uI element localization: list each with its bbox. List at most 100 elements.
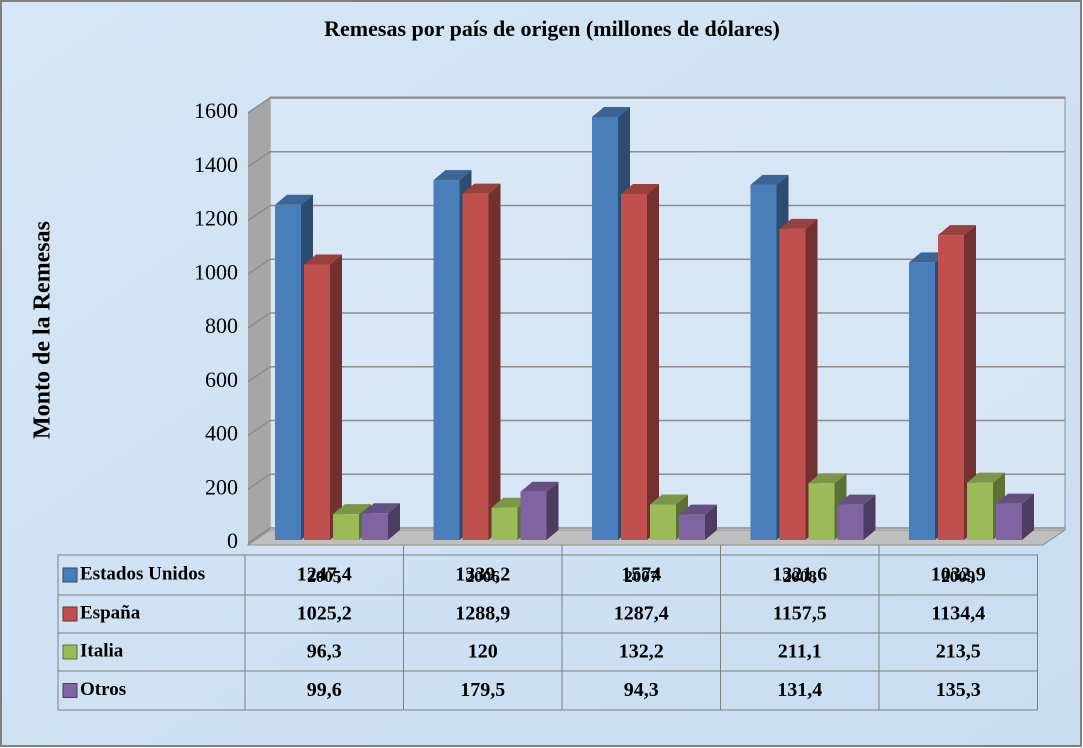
bar bbox=[621, 194, 647, 541]
bar-top bbox=[650, 494, 688, 505]
bar-side bbox=[546, 481, 559, 540]
bar bbox=[433, 180, 460, 540]
table-cell: 1157,5 bbox=[773, 603, 827, 625]
y-tick-label: 0 bbox=[227, 528, 238, 553]
bar bbox=[592, 116, 618, 541]
bar bbox=[779, 228, 806, 540]
bar-side bbox=[863, 494, 876, 540]
bar bbox=[275, 204, 301, 541]
grid-line bbox=[247, 419, 271, 437]
table-cell: 135,3 bbox=[936, 679, 981, 701]
bar bbox=[333, 514, 359, 540]
chart-title: Remesas por país de origen (millones de … bbox=[324, 16, 780, 41]
legend-label: Estados Unidos bbox=[80, 563, 205, 584]
legend-swatch bbox=[62, 644, 78, 660]
bar-top bbox=[679, 504, 717, 515]
legend-swatch bbox=[62, 683, 78, 698]
bar-side bbox=[330, 254, 342, 541]
bar-top bbox=[333, 504, 371, 515]
table-cell: 1134,4 bbox=[931, 603, 985, 625]
grid-line bbox=[247, 258, 271, 275]
table-cell: 179,5 bbox=[460, 679, 505, 701]
y-tick-label: 200 bbox=[205, 474, 238, 499]
y-tick-label: 1600 bbox=[194, 98, 238, 123]
x-tick-label: 2006 bbox=[466, 567, 500, 586]
bar bbox=[462, 193, 489, 540]
bar bbox=[520, 491, 547, 540]
bar-top bbox=[750, 174, 789, 185]
x-tick-label: 2009 bbox=[941, 567, 975, 586]
x-tick-label: 2005 bbox=[307, 567, 341, 586]
grid-line bbox=[247, 204, 271, 222]
table-cell: 213,5 bbox=[936, 641, 981, 663]
bar-top bbox=[491, 497, 530, 508]
bar-side bbox=[1022, 493, 1034, 540]
bar-top bbox=[621, 184, 659, 195]
y-tick-label: 1200 bbox=[194, 206, 238, 231]
bar-top bbox=[938, 225, 976, 236]
x-tick-label: 2007 bbox=[624, 567, 659, 586]
legend-swatch bbox=[62, 606, 78, 622]
y-axis-label: Monto de la Remesas bbox=[30, 221, 56, 439]
y-tick-label: 800 bbox=[205, 313, 238, 338]
legend-label: Italia bbox=[80, 640, 124, 661]
bar-top bbox=[304, 254, 342, 265]
table-cell: 1288,9 bbox=[455, 603, 510, 625]
bar-top bbox=[592, 106, 630, 117]
bar bbox=[679, 514, 705, 540]
table-cell: 1574 bbox=[621, 564, 661, 586]
bar bbox=[304, 264, 330, 540]
bar-top bbox=[996, 493, 1034, 504]
y-tick-label: 1400 bbox=[194, 152, 238, 177]
grid-line bbox=[247, 366, 271, 383]
y-tick-label: 600 bbox=[205, 367, 238, 392]
table-cell: 1247,4 bbox=[297, 564, 352, 586]
table-cell: 1321,6 bbox=[772, 564, 827, 586]
table-cell: 94,3 bbox=[624, 679, 659, 701]
bar-top bbox=[909, 252, 947, 263]
bar-top bbox=[808, 473, 847, 484]
y-tick-label: 1000 bbox=[194, 259, 238, 284]
bar bbox=[909, 262, 935, 540]
table-cell: 131,4 bbox=[777, 679, 822, 701]
bar bbox=[938, 235, 964, 540]
bar-side bbox=[964, 225, 976, 540]
grid-line bbox=[247, 527, 271, 544]
bar bbox=[650, 504, 676, 540]
table-cell: 132,2 bbox=[619, 641, 664, 663]
legend-label: Otros bbox=[80, 679, 126, 700]
grid-line bbox=[247, 97, 271, 114]
bar-top bbox=[362, 503, 400, 514]
bar bbox=[491, 507, 518, 540]
bar bbox=[808, 483, 835, 540]
bar-side bbox=[647, 184, 659, 541]
table-cell: 1025,2 bbox=[297, 603, 352, 625]
bar bbox=[837, 504, 864, 540]
table-cell: 211,1 bbox=[778, 641, 822, 663]
table-cell: 1339,2 bbox=[455, 564, 510, 586]
bar-top bbox=[275, 194, 313, 205]
bar-side bbox=[488, 183, 501, 540]
bar-side bbox=[388, 503, 400, 540]
bar-side bbox=[805, 218, 818, 540]
table-cell: 1032,9 bbox=[931, 564, 986, 586]
legend-label: España bbox=[80, 602, 141, 623]
bar-top bbox=[433, 170, 472, 181]
bar-top bbox=[520, 481, 559, 492]
bar-side bbox=[705, 504, 717, 540]
bar-top bbox=[967, 472, 1005, 483]
bar-top bbox=[837, 494, 876, 505]
bar bbox=[750, 184, 777, 540]
table-cell: 1287,4 bbox=[614, 603, 669, 625]
bar-top bbox=[779, 218, 818, 229]
grid-line bbox=[247, 473, 271, 490]
bar-top bbox=[462, 183, 501, 194]
grid-line bbox=[247, 151, 271, 168]
y-tick-label: 400 bbox=[205, 421, 238, 446]
table-cell: 120 bbox=[468, 641, 498, 663]
table-cell: 99,6 bbox=[307, 679, 342, 701]
grid-line bbox=[247, 312, 271, 329]
bar bbox=[996, 503, 1022, 540]
bar bbox=[967, 482, 993, 540]
